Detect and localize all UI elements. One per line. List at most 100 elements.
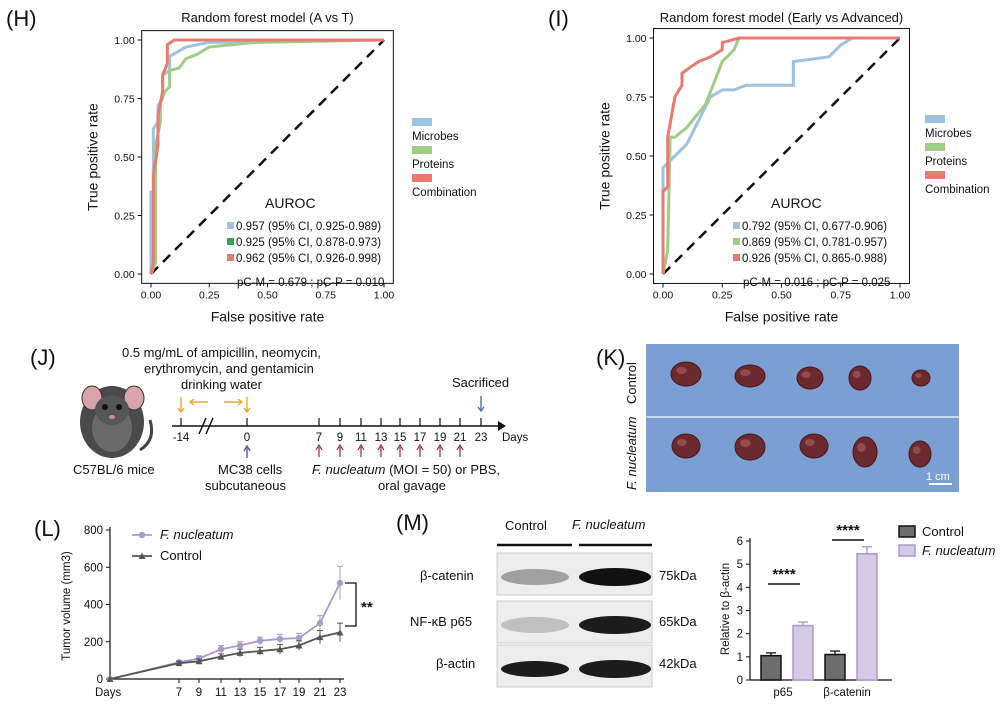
tumor-highlight	[676, 366, 687, 374]
auroc-value: 0.792 (95% CI, 0.677-0.906)	[742, 221, 887, 233]
legend-swatch-microbes	[412, 118, 432, 126]
data-point	[316, 619, 324, 627]
fn-treatment-species: F. nucleatum	[312, 462, 386, 477]
y-axis-label: True positive rate	[85, 103, 101, 211]
y-tick-label: 6	[737, 536, 743, 548]
y-tick-label: 0.25	[114, 211, 135, 223]
blot-band-control	[501, 569, 569, 585]
chart-title: Random forest model (Early vs Advanced)	[660, 10, 904, 25]
legend-marker-control	[138, 552, 146, 559]
significance-bracket	[345, 582, 357, 627]
roc-line-combination	[661, 36, 900, 274]
data-point	[336, 628, 344, 636]
treatment-arrowhead	[188, 398, 195, 406]
blot-band-fn	[579, 568, 651, 586]
roc-line-proteins	[149, 38, 385, 275]
blot-row-beta-catenin: β-catenin	[420, 568, 474, 583]
x-tick-label: 1.00	[374, 289, 395, 301]
x-tick-label: 7	[176, 687, 182, 699]
data-point	[256, 637, 264, 645]
timeline-tick-label: 21	[454, 432, 467, 444]
auroc-swatch	[227, 222, 234, 229]
auroc-swatch	[733, 254, 740, 261]
mouse-label: C57BL/6 mice	[73, 462, 155, 477]
y-tick-label: 0.75	[114, 94, 135, 106]
timeline-tick-label: -14	[173, 432, 190, 444]
roc-line-combination	[149, 38, 384, 275]
tumor-highlight	[915, 373, 922, 378]
timeline-arrowhead	[498, 421, 506, 431]
y-tick-label: 3	[737, 606, 743, 618]
blot-kda-42: 42kDa	[659, 656, 697, 671]
x-tick-label: p65	[773, 687, 792, 699]
x-tick-label: 17	[274, 687, 287, 699]
chart-title: Random forest model (A vs T)	[181, 10, 353, 25]
gavage-arrowhead	[416, 443, 424, 451]
x-tick-label: 0.00	[141, 289, 162, 301]
y-tick-label: 4	[737, 582, 744, 594]
x-tick-label: 0.75	[316, 289, 337, 301]
x-tick-label: 19	[293, 687, 306, 699]
tumor-row	[670, 361, 932, 468]
series-line	[109, 582, 341, 680]
x-tick-label: β-catenin	[823, 687, 871, 699]
blot-row-beta-actin: β-actin	[436, 656, 475, 671]
timeline-tick-label: 19	[434, 432, 447, 444]
y-tick-label: 0.50	[114, 152, 135, 164]
blot-row-nfkb-p65: NF-κB p65	[410, 614, 472, 629]
x-tick-label: 0.50	[771, 289, 792, 301]
legend-label-control: Control	[160, 548, 202, 563]
auroc-value: 0.962 (95% CI, 0.926-0.998)	[236, 253, 381, 265]
legend-swatch-control	[898, 525, 916, 538]
roc-chart-i: Random forest model (Early vs Advanced) 0…	[597, 10, 990, 324]
timeline-tick-label: 23	[475, 432, 488, 444]
mc38-line-1: MC38 cells	[218, 462, 283, 477]
data-point	[295, 641, 303, 649]
tumor	[911, 369, 931, 387]
tumor-highlight	[801, 371, 811, 379]
auroc-value: 0.925 (95% CI, 0.878-0.973)	[236, 237, 381, 249]
data-point	[316, 633, 324, 641]
fn-treatment-rest: (MOI = 50) or PBS,	[385, 462, 500, 477]
data-point	[336, 579, 344, 587]
blot-kda-65: 65kDa	[659, 614, 697, 629]
gavage-arrowhead	[436, 443, 444, 451]
x-tick-label: 0.50	[257, 289, 278, 301]
data-point	[236, 649, 244, 656]
data-point	[295, 634, 303, 642]
panel-label-j: (J)	[30, 345, 56, 370]
p-values: pC-M = 0.016 ; pC-P = 0.025	[743, 277, 890, 289]
tumor	[734, 364, 766, 388]
y-tick-label: 800	[84, 525, 103, 537]
treatment-arrowhead	[243, 407, 251, 414]
diagonal-line	[150, 39, 385, 275]
legend-label-proteins: Proteins	[925, 156, 967, 168]
panel-label-i: (I)	[548, 6, 569, 31]
tumor-highlight	[740, 439, 751, 447]
sacrifice-arrowhead	[477, 406, 485, 413]
panel-label-m: (M)	[396, 510, 429, 535]
blot-band-fn	[579, 660, 651, 678]
tumor-volume-chart: 0 200 400 600 800 Days 7 9 11 13 15 17 19 21 23 Tumor v…	[61, 525, 373, 699]
data-point	[217, 653, 225, 660]
legend-label-control: Control	[922, 524, 964, 539]
tumor	[799, 433, 829, 459]
legend-swatch-proteins	[925, 143, 945, 151]
series-line	[109, 631, 341, 680]
row-label-control: Control	[624, 362, 639, 404]
x-axis-label: False positive rate	[211, 308, 325, 324]
diagonal-line	[662, 37, 901, 275]
tumor	[671, 433, 701, 459]
tumor-highlight	[912, 446, 921, 454]
legend-swatch-combination	[412, 174, 432, 182]
tumor-highlight	[676, 438, 687, 446]
bar-fnucleatum	[792, 624, 814, 681]
gavage-arrowhead	[357, 443, 365, 451]
row-label-fn: F. nucleatum	[624, 416, 639, 490]
timeline-days-label: Days	[502, 432, 528, 444]
tumor-highlight	[740, 369, 751, 377]
blot-col-control: Control	[505, 518, 547, 533]
y-tick-label: 0.50	[626, 151, 647, 163]
x-tick-label: 0.25	[712, 289, 733, 301]
y-tick-label: 2	[737, 629, 743, 641]
